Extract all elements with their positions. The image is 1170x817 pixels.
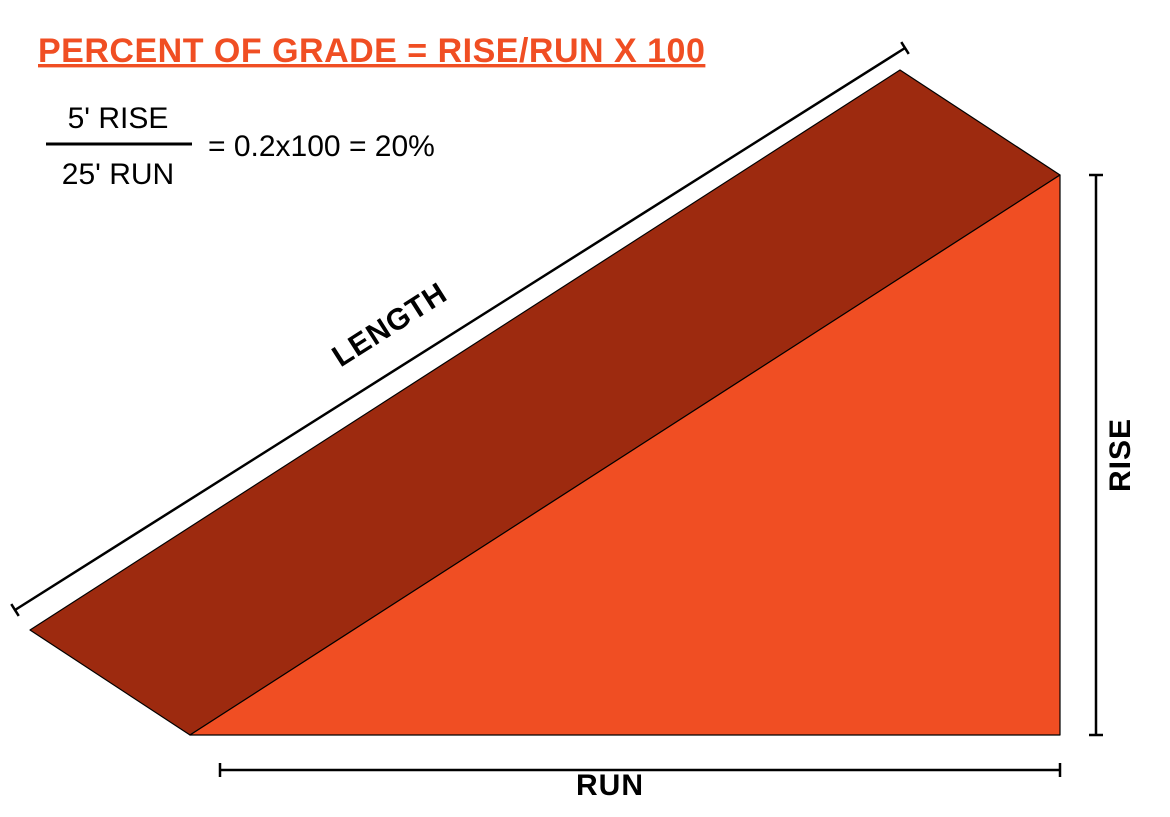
formula-result: = 0.2x100 = 20% — [208, 130, 435, 163]
rise-label: RISE — [1104, 418, 1137, 492]
rise-dim-line — [1089, 175, 1103, 735]
formula-denominator: 25' RUN — [62, 158, 174, 191]
run-label: RUN — [576, 769, 644, 802]
page-title: PERCENT OF GRADE = RISE/RUN X 100 — [38, 32, 705, 70]
length-label: LENGTH — [326, 276, 453, 373]
formula-numerator: 5' RISE — [68, 102, 169, 135]
